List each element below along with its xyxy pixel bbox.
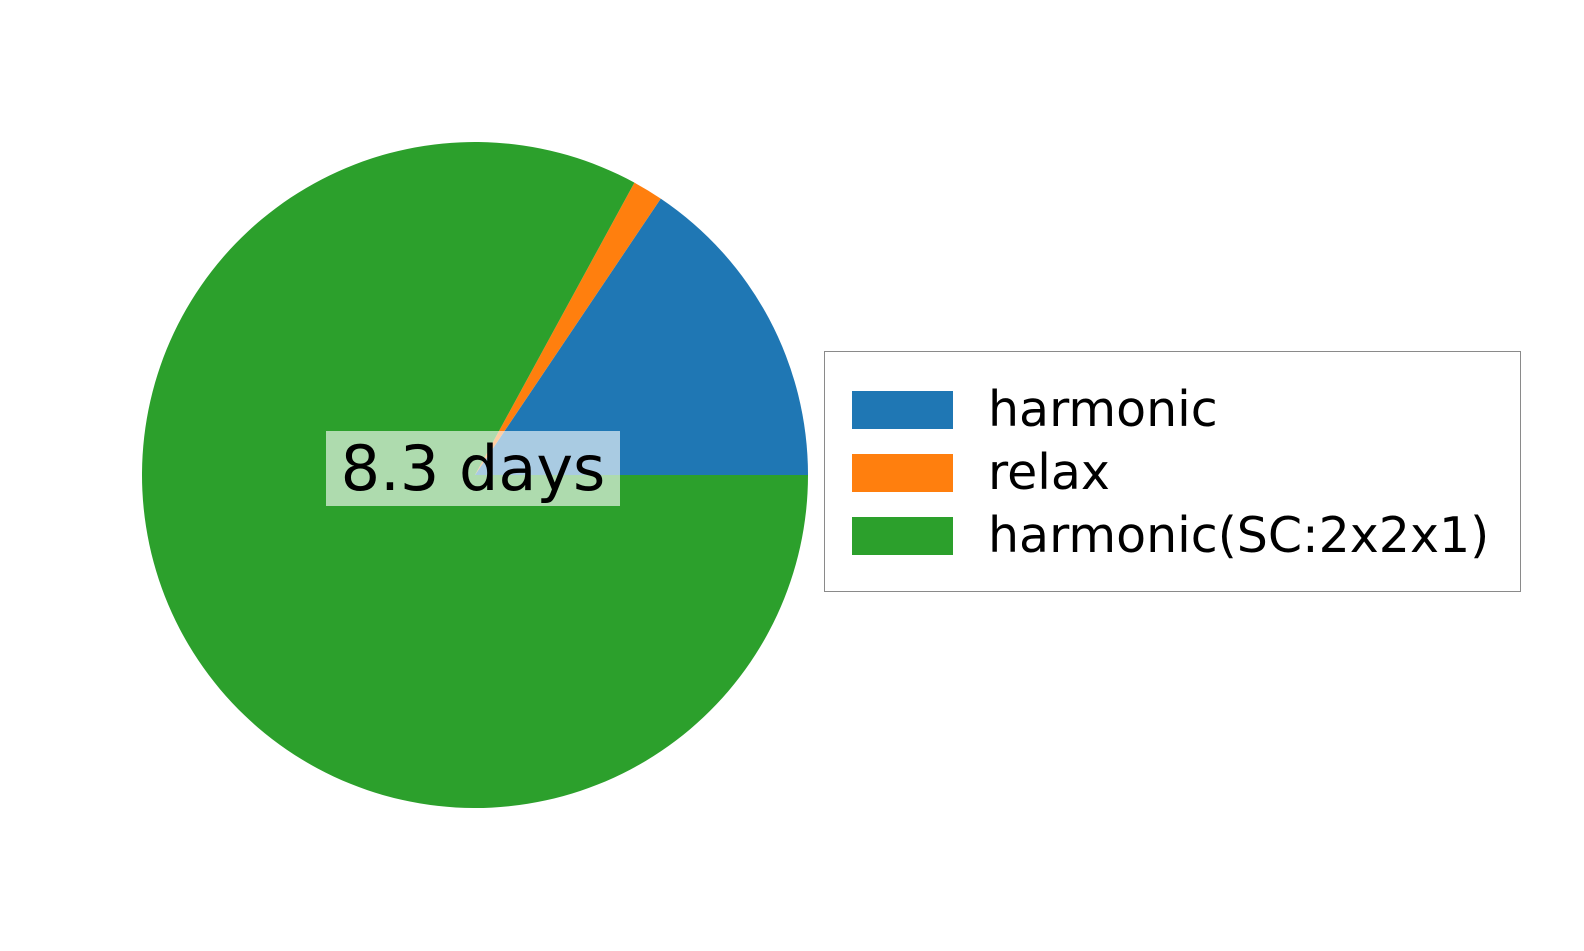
legend: harmonic relax harmonic(SC:2x2x1) [824, 351, 1521, 592]
legend-label-harmonic-sc: harmonic(SC:2x2x1) [988, 507, 1490, 564]
legend-label-relax: relax [988, 444, 1110, 501]
legend-swatch-relax [852, 453, 953, 492]
pie-wedge-relax[interactable] [475, 182, 661, 475]
legend-item-harmonic-sc[interactable]: harmonic(SC:2x2x1) [852, 504, 1520, 567]
legend-label-harmonic: harmonic [988, 381, 1218, 438]
pie-center-label-text: 8.3 days [340, 431, 606, 505]
legend-item-harmonic[interactable]: harmonic [852, 378, 1520, 441]
legend-item-relax[interactable]: relax [852, 441, 1520, 504]
pie-wedge-harmonic[interactable] [475, 198, 808, 475]
pie-center-label: 8.3 days [326, 431, 620, 506]
legend-swatch-harmonic [852, 390, 953, 429]
legend-swatch-harmonic-sc [852, 516, 953, 555]
